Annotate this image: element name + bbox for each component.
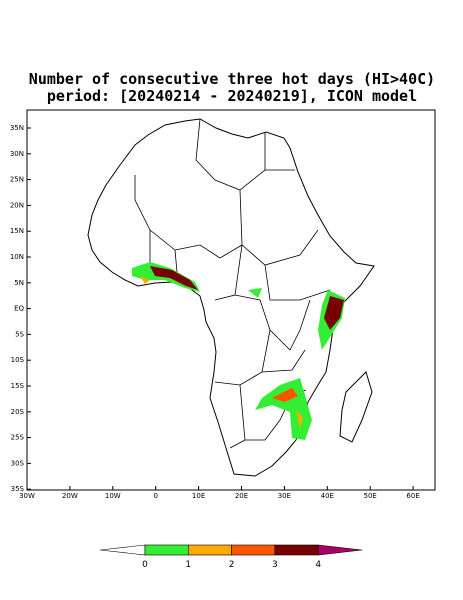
lat-label: 35S — [11, 485, 25, 493]
africa-outline — [87, 118, 375, 477]
colorbar-segment — [144, 544, 189, 556]
lat-label: 20S — [11, 408, 25, 416]
colorbar-label: 3 — [272, 560, 278, 570]
lon-label: 30W — [19, 492, 35, 500]
lat-label: 25S — [11, 434, 25, 442]
lat-label: 30N — [10, 150, 24, 158]
lon-label: 60E — [406, 492, 419, 500]
map: 35N 30N 25N 20N 15N 10N 5N EQ 5S 10S 15S 20S 25S 30S 3… — [10, 109, 436, 500]
lat-label: 5N — [14, 279, 24, 287]
title-line: period: [20240214 - 20240219], ICON mode… — [47, 87, 417, 105]
colorbar-segment — [231, 544, 276, 556]
lat-label: 15S — [11, 382, 25, 390]
lat-label: 30S — [11, 459, 25, 467]
colorbar-segment — [274, 544, 319, 556]
lat-label: 10S — [11, 356, 25, 364]
lat-label: EQ — [14, 305, 24, 313]
colorbar-label: 2 — [229, 560, 235, 570]
lon-label: 10E — [192, 492, 205, 500]
lat-label: 20N — [10, 201, 24, 209]
colorbar-end — [317, 544, 363, 556]
colorbar-label: 0 — [142, 560, 148, 570]
lat-label: 15N — [10, 227, 24, 235]
lon-label: 20E — [235, 492, 248, 500]
title-line: Number of consecutive three hot days (HI… — [29, 70, 435, 88]
map-frame — [26, 109, 436, 491]
lon-label: 20W — [62, 492, 78, 500]
colorbar-label: 1 — [185, 560, 191, 570]
borders — [134, 118, 331, 449]
lon-label: 30E — [278, 492, 291, 500]
lon-label: 0 — [153, 492, 157, 500]
lat-label: 35N — [10, 124, 24, 132]
lon-label: 50E — [364, 492, 377, 500]
colorbar-label: 4 — [315, 560, 321, 570]
lon-label: 10W — [105, 492, 121, 500]
lat-label: 10N — [10, 253, 24, 261]
lat-label: 25N — [10, 176, 24, 184]
lon-label: 40E — [321, 492, 334, 500]
hot-spots — [132, 262, 345, 440]
colorbar-end — [99, 544, 146, 556]
colorbar: 0 1 2 3 4 — [99, 544, 363, 570]
colorbar-segment — [188, 544, 232, 556]
madagascar-outline — [339, 371, 373, 443]
lat-label: 5S — [15, 330, 24, 338]
